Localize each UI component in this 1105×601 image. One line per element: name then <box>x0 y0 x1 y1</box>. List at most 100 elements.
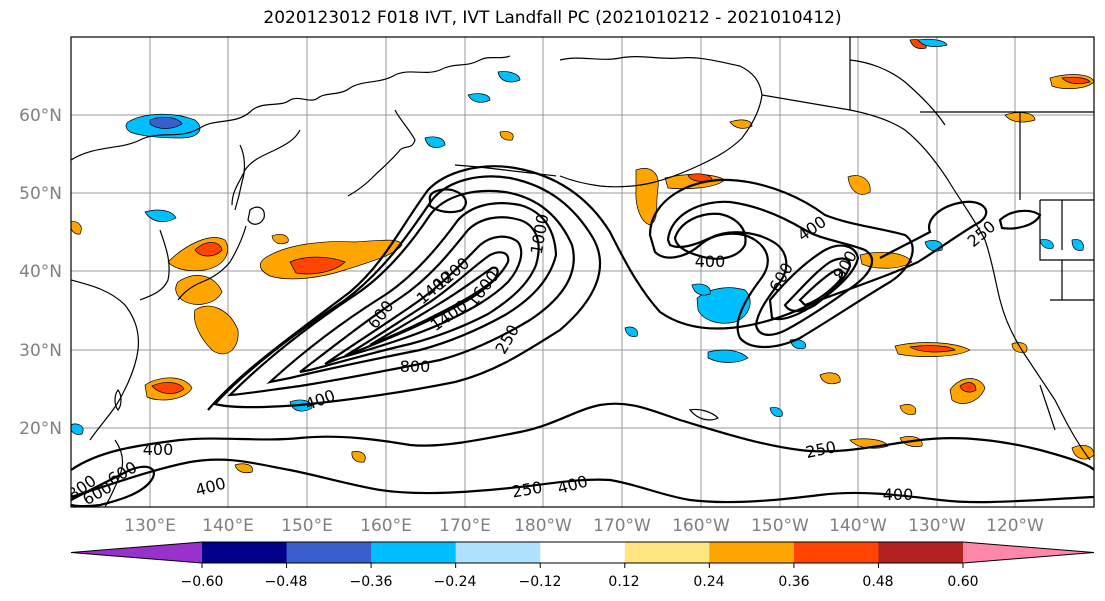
positive-anomaly-patch <box>234 463 253 474</box>
colorbar-extend-max <box>963 542 1094 563</box>
contour-400-outer <box>212 175 602 409</box>
lat-label: 30°N <box>19 341 62 361</box>
contour-tropical-400 <box>71 458 1094 504</box>
lon-label: 130°E <box>124 516 176 536</box>
positive-anomaly-patch <box>819 372 841 385</box>
ivt-contours <box>71 165 1094 507</box>
lon-label: 150°W <box>751 516 809 536</box>
positive-anomaly-patch <box>1011 342 1028 353</box>
colorbar-bin <box>286 542 372 563</box>
colorbar-tick-label: 0.48 <box>862 574 893 590</box>
province-line <box>920 111 1094 200</box>
positive-anomaly-patch <box>175 275 223 305</box>
contour-label: 400 <box>695 252 726 271</box>
lon-label: 130°W <box>908 516 966 536</box>
lon-label: 140°W <box>829 516 887 536</box>
positive-anomaly-patch <box>499 131 514 141</box>
colorbar-bin <box>371 542 457 563</box>
negative-anomaly-patch <box>497 71 521 83</box>
alaska-coast <box>559 55 763 183</box>
lat-label: 50°N <box>19 184 62 204</box>
contour-1000 <box>299 216 540 374</box>
contour-small-250 <box>998 209 1042 230</box>
contour-tropical-600 <box>71 465 155 507</box>
lon-label: 170°W <box>593 516 651 536</box>
plot-area <box>71 37 1094 507</box>
contour-east-800 <box>783 257 852 313</box>
negative-anomaly-patch <box>1039 239 1054 249</box>
contour-label: 400 <box>883 485 914 504</box>
lon-label: 180°W <box>514 516 572 536</box>
korea-coast <box>139 229 170 301</box>
japan-hokkaido <box>247 206 265 225</box>
colorbar-tick-labels: −0.60 −0.48 −0.36 −0.24 −0.12 0.12 0.24 … <box>181 574 979 590</box>
lat-label: 20°N <box>19 419 62 439</box>
positive-anomaly-patch <box>351 451 366 463</box>
colorbar-tick-label: −0.24 <box>434 574 477 590</box>
colorbar-tick-label: −0.36 <box>350 574 393 590</box>
figure-title: 2020123012 F018 IVT, IVT Landfall PC (20… <box>263 8 842 28</box>
positive-anomaly-patch <box>729 119 753 129</box>
lon-label: 140°E <box>202 516 254 536</box>
contour-1400 <box>344 251 510 358</box>
sakhalin <box>234 144 246 211</box>
contour-250-main <box>207 165 988 411</box>
asia-coastline <box>71 55 511 161</box>
lat-label: 40°N <box>19 262 62 282</box>
negative-anomaly-patch <box>707 349 749 363</box>
colorbar-bin <box>202 542 288 563</box>
contour-1200 <box>324 235 523 366</box>
colorbar-bin <box>455 542 541 563</box>
negative-anomaly-patch <box>917 38 948 47</box>
positive-anomaly-patch <box>289 256 346 275</box>
lon-label: 160°W <box>672 516 730 536</box>
negative-anomaly-patch <box>691 283 711 296</box>
positive-anomaly-patch <box>1071 445 1094 460</box>
contour-east-1000 <box>798 268 844 307</box>
alaska-peninsula <box>559 175 656 188</box>
lat-label: 60°N <box>19 106 62 126</box>
china-coast <box>71 279 140 441</box>
colorbar-tick-label: −0.12 <box>519 574 562 590</box>
positive-anomaly-patch <box>194 242 223 257</box>
colorbar-bin <box>793 542 879 563</box>
contour-600 <box>227 189 575 397</box>
positive-anomaly-patch <box>194 305 239 355</box>
negative-anomaly-patch <box>144 209 177 222</box>
contour-1600 <box>369 266 499 347</box>
contour-label: 400 <box>143 440 174 459</box>
baja-california <box>1039 384 1056 431</box>
us-westcoast <box>999 299 1091 461</box>
negative-anomaly-patch <box>467 93 491 103</box>
contour-tropical-250 <box>71 402 1094 471</box>
colorbar-tick-label: 0.36 <box>778 574 809 590</box>
contour-east-600 <box>768 244 860 321</box>
contour-east-inner-400 <box>673 212 747 260</box>
negative-anomaly-patch <box>624 326 639 337</box>
colorbar-tick-label: −0.60 <box>181 574 224 590</box>
contour-800 <box>266 202 558 384</box>
longitude-axis-labels: 130°E 140°E 150°E 160°E 170°E 180°W 170°… <box>124 516 1044 536</box>
okhotsk-coast <box>231 129 301 206</box>
colorbar-bin <box>540 542 626 563</box>
colorbar <box>70 541 1095 568</box>
colorbar-bin <box>709 542 795 563</box>
contour-east-400 <box>666 200 874 336</box>
japan-honshu <box>177 225 247 301</box>
plot-frame <box>70 36 1095 508</box>
contour-upper-loop <box>428 188 467 214</box>
negative-anomaly-patch <box>696 287 751 324</box>
positive-anomaly-patch <box>151 382 185 394</box>
lon-label: 160°E <box>360 516 412 536</box>
colorbar-bin <box>878 542 964 563</box>
lon-label: 120°W <box>986 516 1044 536</box>
negative-anomaly-patch <box>1071 239 1084 251</box>
positive-anomaly-patch <box>847 175 871 195</box>
negative-anomaly-patch <box>149 116 183 129</box>
colorbar-extend-min <box>71 542 202 563</box>
contour-east-250 <box>648 178 914 348</box>
negative-anomaly-patch <box>424 136 446 148</box>
positive-anomaly-patch <box>908 345 956 353</box>
